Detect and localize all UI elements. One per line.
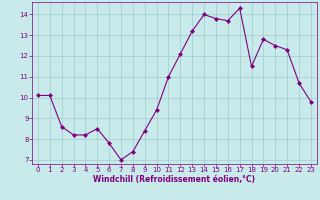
X-axis label: Windchill (Refroidissement éolien,°C): Windchill (Refroidissement éolien,°C): [93, 175, 255, 184]
